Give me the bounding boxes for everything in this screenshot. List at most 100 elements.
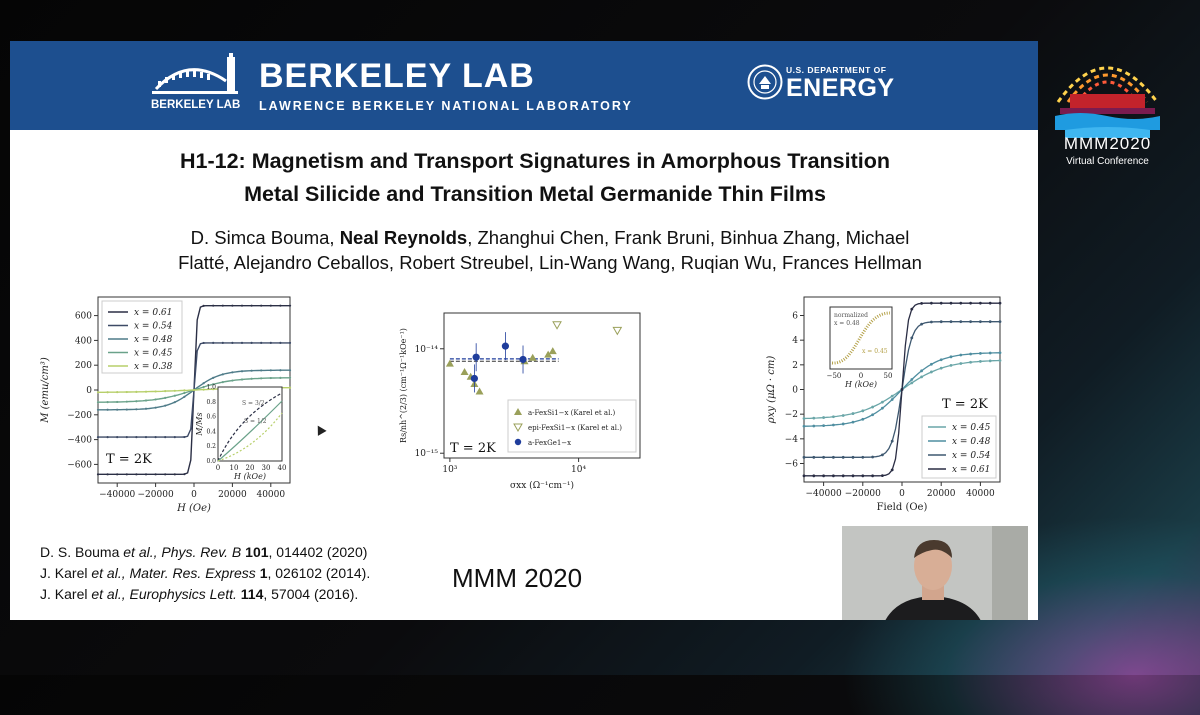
ref-pages: , 014402 (2020) xyxy=(268,544,368,560)
data-point xyxy=(125,400,128,403)
data-point xyxy=(959,301,963,305)
data-point xyxy=(173,394,176,397)
inset-label: normalized xyxy=(834,312,868,319)
data-point xyxy=(969,320,972,324)
data-point xyxy=(135,436,138,439)
legend-label: x = 0.48 xyxy=(952,437,991,447)
presenter-webcam xyxy=(842,526,1028,620)
data-point xyxy=(890,468,894,472)
data-point xyxy=(832,423,835,427)
data-point xyxy=(812,424,816,428)
data-point xyxy=(552,321,562,330)
data-point xyxy=(164,436,167,439)
data-point xyxy=(125,473,128,476)
reference-list: D. S. Bouma et al., Phys. Rev. B 101, 01… xyxy=(40,542,370,605)
data-point xyxy=(221,381,224,384)
data-point xyxy=(212,383,215,386)
data-point xyxy=(475,387,484,395)
ref-authors: J. Karel xyxy=(40,565,92,581)
inset-x-tick-label: 50 xyxy=(884,372,893,380)
data-point xyxy=(135,390,138,393)
data-point xyxy=(802,424,806,428)
data-point xyxy=(250,369,253,372)
data-point xyxy=(881,474,884,478)
data-point xyxy=(851,474,855,478)
y-tick-label: 0 xyxy=(792,386,798,396)
data-point xyxy=(212,376,215,379)
data-point xyxy=(183,391,186,395)
y-tick-label: 4 xyxy=(792,336,798,346)
legend-marker xyxy=(514,438,522,446)
berkeley-lab-wordmark: BERKELEY LAB xyxy=(259,57,535,95)
data-point xyxy=(988,320,992,324)
data-point xyxy=(544,350,553,358)
y-axis-label: Rs/nh^(2/3) (cm⁻¹Ω⁻¹kOe⁻¹) xyxy=(399,328,408,443)
data-point xyxy=(519,355,527,364)
y-tick-label: 600 xyxy=(75,312,92,322)
data-point xyxy=(881,406,884,410)
data-point xyxy=(279,304,282,307)
inset-x-label: H (kOe) xyxy=(844,380,877,389)
data-point xyxy=(930,320,933,324)
data-point xyxy=(822,455,825,459)
data-point xyxy=(164,396,167,399)
data-point xyxy=(890,394,894,398)
data-point xyxy=(164,473,167,476)
data-point xyxy=(144,436,148,439)
legend-box xyxy=(101,300,183,374)
data-point xyxy=(861,409,865,413)
data-point xyxy=(920,301,923,305)
data-point xyxy=(231,371,234,374)
data-point xyxy=(144,473,148,476)
data-point xyxy=(164,390,167,393)
legend: x = 0.45 x = 0.48 x = 0.54 x = 0.61 xyxy=(921,415,997,479)
data-point xyxy=(260,377,263,380)
legend: a-FexSi1−x (Karel et al.) epi-FexSi1−x (K… xyxy=(507,399,637,453)
conference-title: MMM2020 xyxy=(1063,134,1152,153)
data-point xyxy=(96,391,100,394)
data-point xyxy=(231,379,234,382)
data-point xyxy=(969,301,972,305)
data-point xyxy=(279,369,282,372)
x-tick-label: 20000 xyxy=(927,489,956,499)
y-tick-label: −2 xyxy=(785,410,798,420)
data-point xyxy=(871,455,874,459)
data-point xyxy=(96,408,100,411)
data-point xyxy=(221,341,224,344)
ref-journal: et al., Phys. Rev. B xyxy=(123,544,246,560)
data-point xyxy=(173,389,176,392)
data-point xyxy=(920,322,923,326)
presenter-figure-icon xyxy=(842,526,1028,620)
presentation-slide: BERKELEY LAB BERKELEY LAB LAWRENCE BERKE… xyxy=(10,41,1038,620)
y-tick-label: 10⁻¹⁵ xyxy=(415,449,439,459)
data-point xyxy=(841,414,845,417)
x-tick-label: −40000 xyxy=(806,489,842,499)
x-tick-label: 40000 xyxy=(256,490,285,500)
data-point xyxy=(841,474,845,478)
data-point xyxy=(548,347,557,355)
data-point xyxy=(998,320,1002,324)
data-point xyxy=(154,473,157,476)
y-tick-label: 0 xyxy=(86,386,92,396)
reference-1: D. S. Bouma et al., Phys. Rev. B 101, 01… xyxy=(40,542,370,563)
data-point xyxy=(192,388,196,392)
inset-label: S = 3/2 xyxy=(242,400,265,407)
data-point xyxy=(949,301,953,305)
data-point xyxy=(871,413,874,417)
data-point xyxy=(279,376,282,379)
presenting-author: Neal Reynolds xyxy=(339,227,468,248)
data-point xyxy=(288,376,292,379)
temperature-annotation: T = 2K xyxy=(942,397,988,412)
data-point xyxy=(135,473,138,476)
inset-y-tick-label: 0.8 xyxy=(206,399,216,406)
inset-x-tick-label: 30 xyxy=(262,464,271,472)
data-point xyxy=(861,455,865,459)
mmm2020-logo-icon xyxy=(1055,66,1160,138)
data-point xyxy=(106,473,109,476)
data-point xyxy=(939,358,943,362)
legend-box xyxy=(507,399,637,453)
data-point xyxy=(900,388,904,391)
legend-label: x = 0.45 xyxy=(134,349,173,359)
data-point xyxy=(212,341,215,344)
legend-label: x = 0.54 xyxy=(952,451,991,461)
